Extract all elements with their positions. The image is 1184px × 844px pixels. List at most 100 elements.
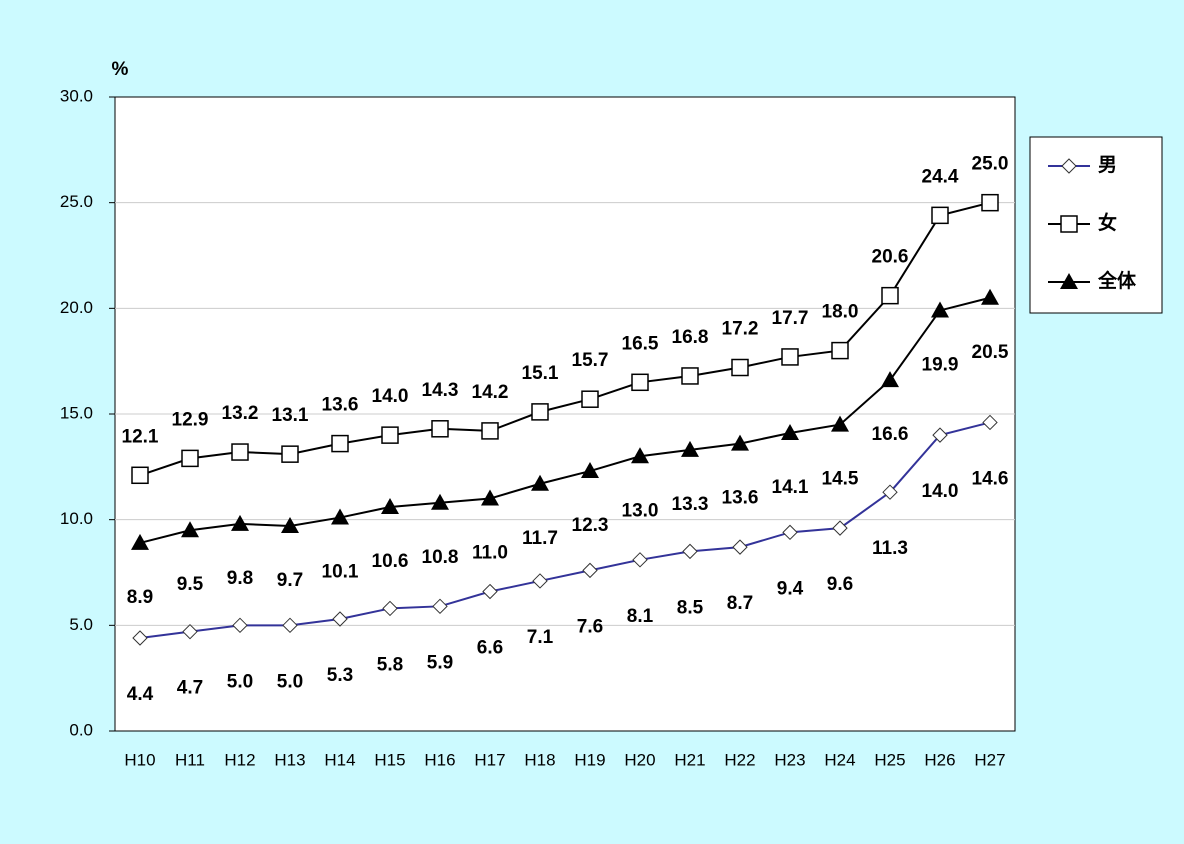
- point-marker: [281, 445, 299, 463]
- point-marker: [131, 533, 149, 550]
- point-marker: [431, 420, 449, 438]
- data-label: 9.7: [277, 570, 303, 591]
- data-label: 14.3: [422, 380, 459, 401]
- point-marker: [682, 543, 698, 560]
- point-marker: [481, 489, 499, 506]
- point-marker: [231, 443, 249, 461]
- x-tick-label: H27: [974, 750, 1005, 769]
- data-label: 13.1: [272, 405, 309, 426]
- x-tick-label: H13: [274, 750, 305, 769]
- data-label: 12.3: [572, 515, 609, 536]
- point-marker: [331, 508, 349, 525]
- point-marker: [581, 462, 599, 479]
- point-marker: [831, 341, 849, 360]
- data-label: 19.9: [922, 354, 959, 375]
- legend-label: 男: [1098, 154, 1117, 176]
- y-tick-label: 20.0: [60, 298, 93, 317]
- data-label: 8.5: [677, 597, 704, 618]
- data-label: 14.6: [972, 468, 1009, 489]
- data-label: 10.8: [422, 547, 459, 568]
- point-marker: [131, 466, 149, 485]
- point-marker: [781, 424, 799, 441]
- data-label: 5.3: [327, 665, 353, 686]
- data-label: 7.1: [527, 627, 554, 648]
- data-label: 12.1: [122, 426, 159, 447]
- point-marker: [382, 600, 398, 617]
- x-tick-label: H20: [624, 750, 655, 769]
- point-marker: [181, 521, 199, 538]
- point-marker: [931, 206, 949, 225]
- x-tick-label: H14: [324, 750, 355, 769]
- point-marker: [531, 474, 549, 491]
- point-marker: [981, 288, 999, 305]
- point-marker: [481, 422, 499, 440]
- data-label: 4.4: [127, 684, 154, 705]
- data-label: 11.3: [872, 538, 908, 559]
- data-label: 14.2: [472, 382, 509, 403]
- data-label: 8.9: [127, 587, 153, 608]
- data-label: 6.6: [477, 638, 503, 659]
- x-tick-label: H10: [124, 750, 155, 769]
- data-label: 24.4: [922, 166, 959, 187]
- point-marker: [782, 524, 798, 541]
- point-marker: [831, 415, 849, 432]
- data-label: 16.8: [672, 327, 709, 348]
- point-marker: [631, 447, 649, 464]
- point-marker: [232, 617, 248, 634]
- y-tick-label: 25.0: [60, 192, 93, 211]
- point-marker: [781, 348, 799, 366]
- point-marker: [432, 598, 448, 615]
- y-tick-label: 30.0: [60, 86, 93, 105]
- point-marker: [732, 539, 748, 555]
- x-tick-label: H18: [524, 750, 555, 769]
- y-tick-label: 10.0: [60, 509, 93, 528]
- legend-marker: [1061, 158, 1077, 174]
- point-marker: [582, 562, 598, 579]
- data-label: 13.0: [622, 500, 659, 521]
- point-marker: [231, 514, 249, 531]
- x-tick-label: H25: [874, 750, 905, 769]
- data-label: 12.9: [172, 409, 209, 430]
- point-marker: [332, 611, 348, 627]
- data-label: 15.1: [522, 363, 559, 384]
- data-label: 18.0: [822, 302, 859, 323]
- data-label: 10.6: [372, 551, 409, 572]
- point-marker: [631, 373, 649, 392]
- legend-marker: [1060, 273, 1078, 289]
- x-tick-label: H21: [674, 750, 705, 769]
- data-label: 9.6: [827, 574, 853, 595]
- data-label: 4.7: [177, 678, 203, 699]
- data-label: 11.7: [522, 528, 558, 549]
- data-label: 14.0: [922, 481, 959, 502]
- data-label: 8.1: [627, 606, 654, 627]
- point-marker: [882, 484, 898, 500]
- x-tick-label: H23: [774, 750, 805, 769]
- point-marker: [181, 449, 199, 468]
- x-tick-label: H19: [574, 750, 605, 769]
- data-label: 25.0: [972, 154, 1009, 175]
- point-marker: [182, 623, 198, 640]
- point-marker: [281, 517, 299, 534]
- x-tick-label: H15: [374, 750, 405, 769]
- data-label: 17.2: [722, 319, 759, 340]
- x-tick-label: H26: [924, 750, 955, 769]
- data-label: 10.1: [322, 562, 359, 583]
- data-label: 9.5: [177, 574, 204, 595]
- data-label: 5.0: [227, 671, 253, 692]
- point-marker: [881, 286, 899, 305]
- legend-marker: [1060, 215, 1078, 233]
- y-tick-label: 15.0: [60, 403, 93, 422]
- y-axis-unit: %: [112, 59, 129, 80]
- data-label: 9.8: [227, 568, 253, 589]
- point-marker: [681, 440, 699, 457]
- point-marker: [282, 617, 298, 634]
- data-label: 20.6: [872, 247, 909, 268]
- point-marker: [981, 193, 999, 212]
- data-label: 13.2: [222, 403, 259, 424]
- data-label: 14.1: [772, 477, 809, 498]
- x-tick-label: H12: [224, 750, 255, 769]
- point-marker: [331, 434, 349, 453]
- point-marker: [381, 497, 399, 514]
